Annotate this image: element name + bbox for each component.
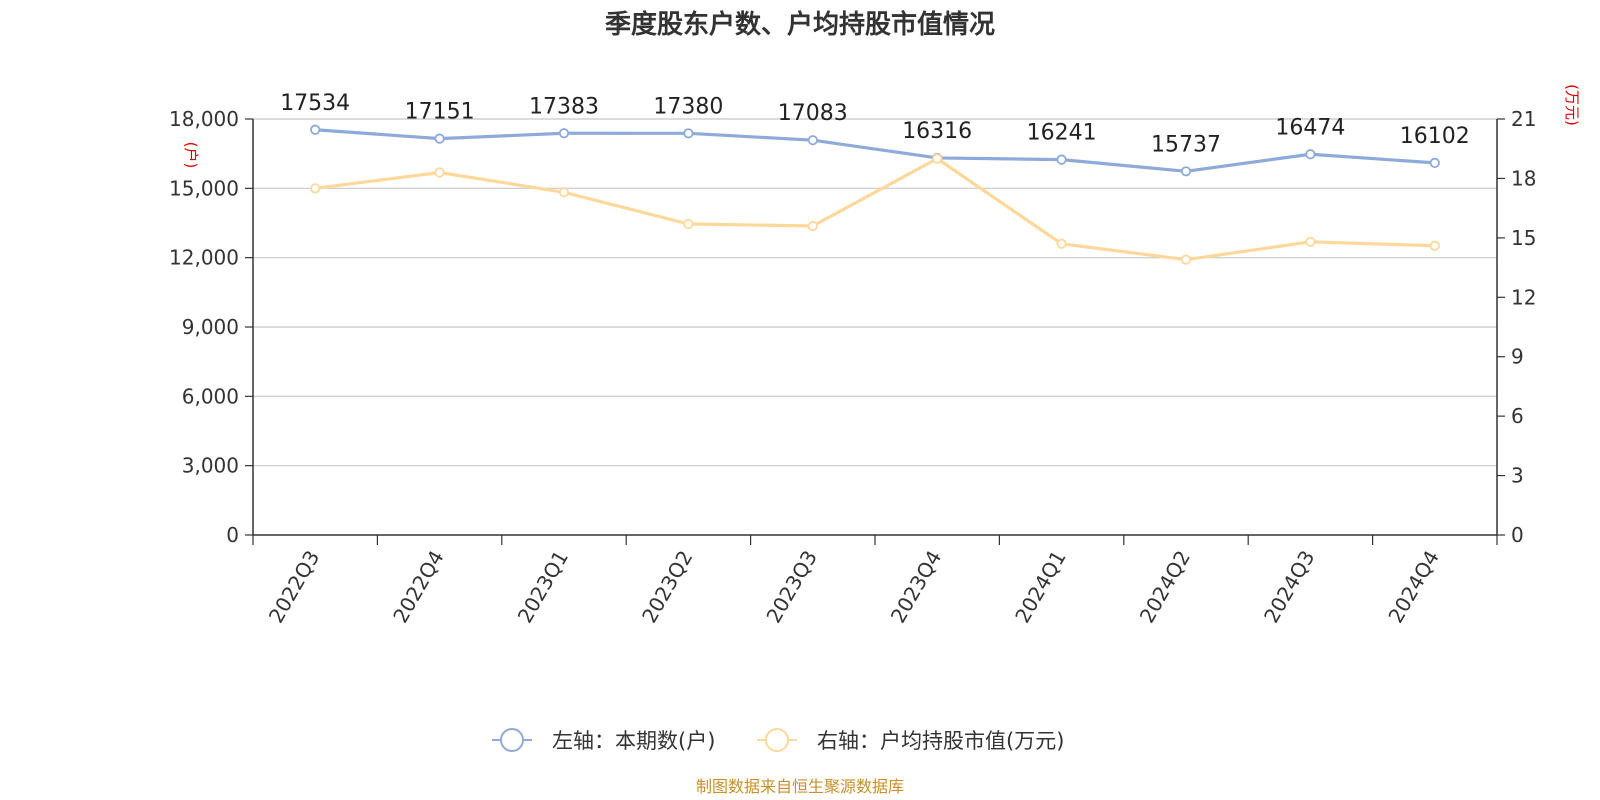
data-label: 17151: [405, 100, 475, 125]
data-point-left[interactable]: [558, 128, 570, 139]
series-line-right: [314, 157, 1435, 262]
x-tick-label: 2023Q3: [761, 546, 821, 627]
data-point-right[interactable]: [1305, 236, 1316, 247]
right-tick-label: 12: [1511, 285, 1536, 309]
data-label: 17534: [280, 91, 350, 116]
left-tick-label: 18,000: [169, 107, 239, 131]
x-tick-label: 2024Q4: [1383, 546, 1443, 627]
x-tick-label: 2024Q3: [1259, 546, 1319, 627]
left-tick-label: 12,000: [169, 246, 239, 270]
data-point-left[interactable]: [310, 124, 321, 135]
data-label: 16316: [902, 119, 972, 144]
data-point-right[interactable]: [683, 218, 694, 230]
data-label: 17380: [653, 94, 723, 119]
legend-item-right[interactable]: 右轴：户均持股市值(万元): [757, 728, 1064, 753]
right-tick-label: 0: [1511, 523, 1524, 547]
series-layer: [310, 124, 1440, 265]
left-tick-label: 3,000: [182, 454, 239, 478]
x-tick-label: 2023Q4: [886, 546, 946, 627]
right-axis-unit: (万元): [1563, 84, 1581, 126]
left-tick-label: 0: [226, 523, 239, 547]
data-point-right[interactable]: [310, 183, 321, 194]
data-point-right[interactable]: [807, 220, 818, 232]
legend-item-left[interactable]: 左轴：本期数(户): [492, 728, 715, 753]
data-label: 17083: [778, 101, 848, 126]
data-point-right[interactable]: [434, 167, 445, 178]
right-axis-ticks: 0 3 6 9 12 15 18 21: [1497, 107, 1536, 547]
right-tick-label: 15: [1511, 226, 1536, 250]
data-label: 16241: [1027, 121, 1097, 146]
data-point-right[interactable]: [1429, 240, 1440, 251]
data-point-right[interactable]: [1056, 238, 1067, 249]
data-point-left[interactable]: [1056, 154, 1067, 165]
x-tick-label: 2022Q3: [264, 546, 324, 627]
data-point-left[interactable]: [1305, 149, 1316, 160]
data-point-right[interactable]: [932, 153, 943, 164]
x-tick-label: 2022Q4: [388, 546, 448, 627]
right-tick-label: 3: [1511, 464, 1524, 488]
data-label: 16474: [1275, 115, 1345, 140]
series-line-left: [315, 128, 1435, 173]
left-axis-ticks: 0 3,000 6,000 9,000 12,000 15,000 18,000: [169, 107, 253, 547]
x-axis-ticks: 2022Q3 2022Q4 2023Q1 2023Q2 2023Q3 2023Q4 2024…: [252, 535, 1498, 627]
chart-title: 季度股东户数、户均持股市值情况: [605, 9, 995, 40]
grid-lines: [253, 118, 1497, 467]
data-label: 15737: [1151, 132, 1221, 157]
right-tick-label: 9: [1511, 345, 1524, 369]
left-tick-label: 15,000: [169, 176, 239, 200]
data-point-left[interactable]: [1429, 157, 1440, 168]
left-axis-unit: (户): [182, 142, 200, 169]
x-tick-label: 2024Q1: [1010, 546, 1070, 627]
data-point-right[interactable]: [558, 187, 570, 198]
left-tick-label: 9,000: [182, 315, 239, 339]
data-point-left[interactable]: [1180, 166, 1192, 177]
data-point-left[interactable]: [434, 133, 445, 144]
data-label: 17383: [529, 94, 599, 119]
data-point-left[interactable]: [683, 128, 694, 139]
data-point-left[interactable]: [807, 135, 818, 146]
x-tick-label: 2024Q2: [1135, 546, 1195, 627]
right-tick-label: 21: [1511, 107, 1536, 131]
data-label: 16102: [1400, 124, 1470, 149]
data-labels: 17534 17151 17383 17380 17083 16316 16241 15737…: [280, 91, 1470, 158]
legend-label-right: 右轴：户均持股市值(万元): [817, 729, 1064, 753]
data-point-right[interactable]: [1180, 254, 1192, 265]
x-tick-label: 2023Q2: [637, 546, 697, 627]
right-tick-label: 18: [1511, 166, 1536, 190]
source-note: 制图数据来自恒生聚源数据库: [696, 777, 904, 796]
right-tick-label: 6: [1511, 404, 1524, 428]
legend-label-left: 左轴：本期数(户): [552, 729, 715, 753]
legend[interactable]: 左轴：本期数(户) 右轴：户均持股市值(万元): [492, 728, 1064, 753]
left-tick-label: 6,000: [182, 384, 239, 408]
x-tick-label: 2023Q1: [513, 546, 573, 627]
